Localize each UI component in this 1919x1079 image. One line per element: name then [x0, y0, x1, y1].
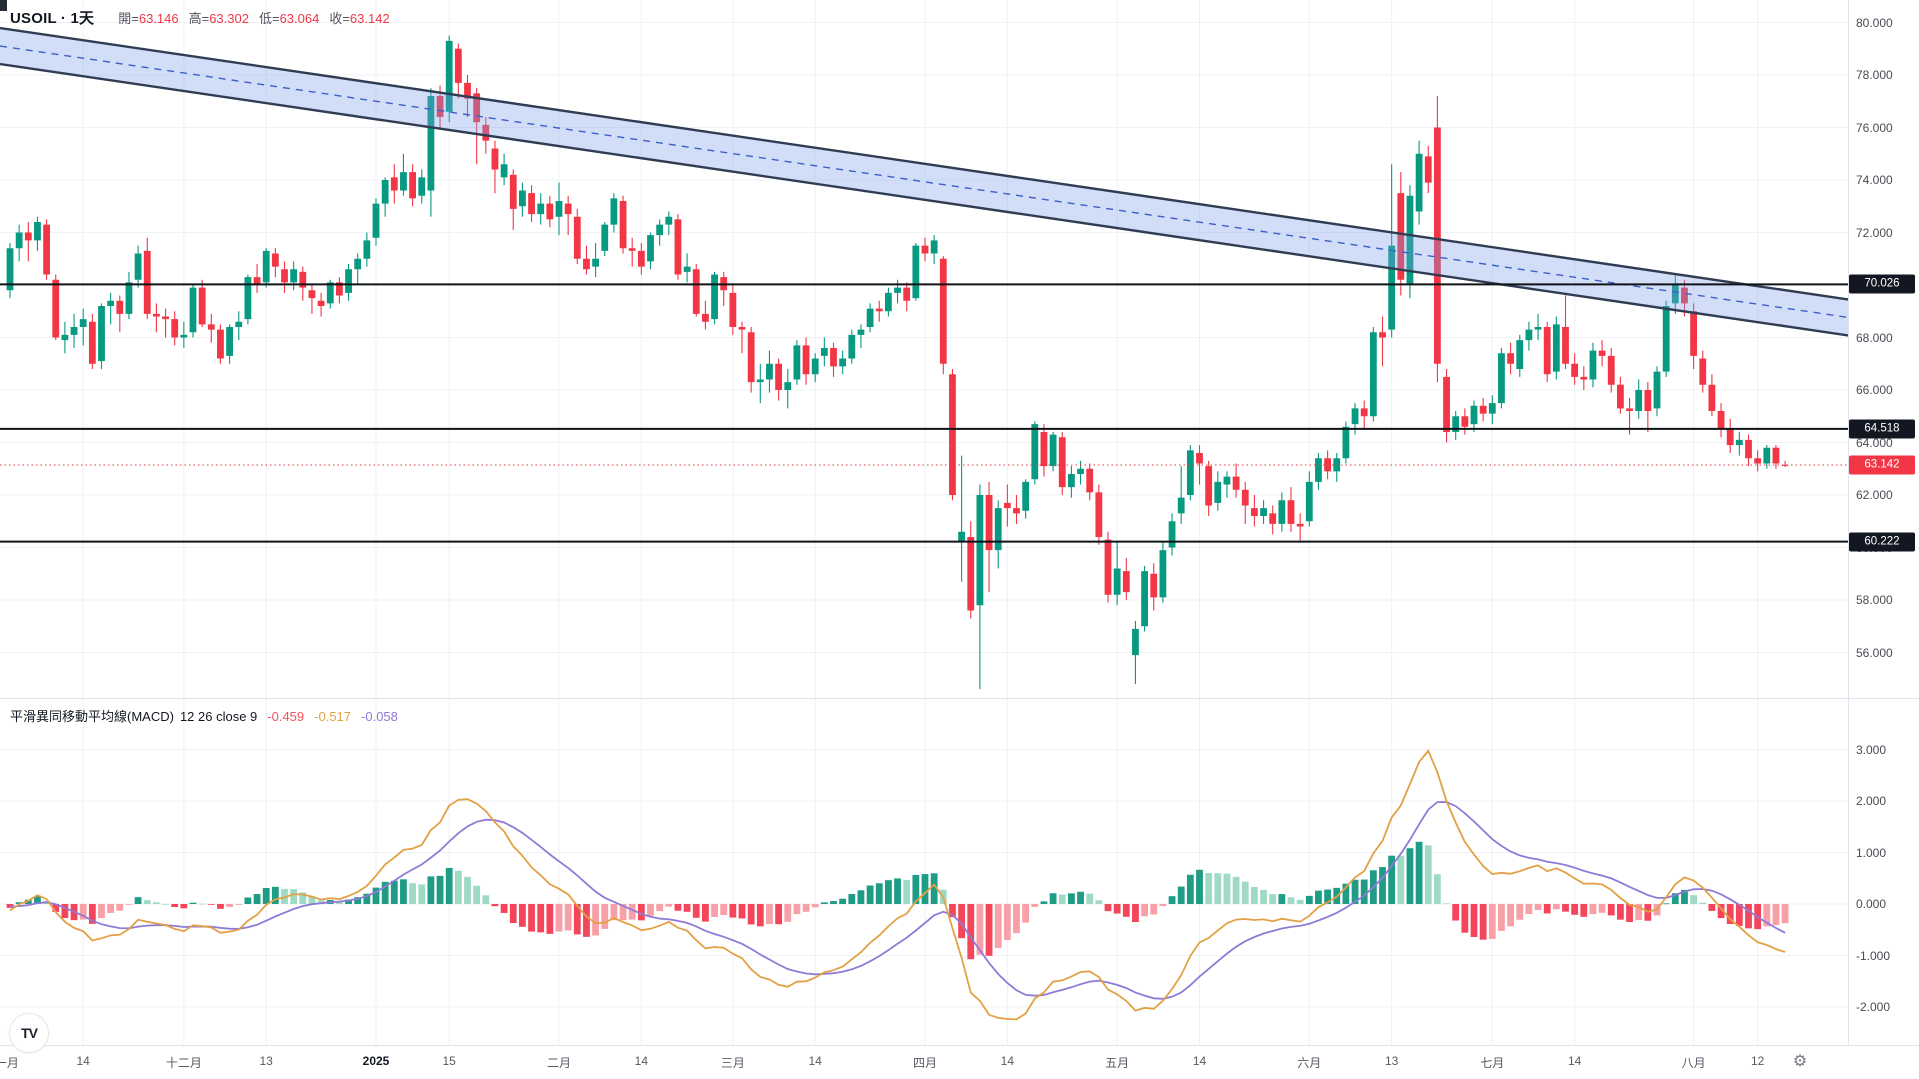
macd-legend: 平滑異同移動平均線(MACD) 12 26 close 9 -0.459 -0.517…: [10, 706, 398, 725]
time-tick-label: 二月: [546, 1056, 572, 1070]
price-level-label: 70.026: [1849, 274, 1915, 294]
time-tick-label: 13: [1384, 1054, 1399, 1068]
time-tick-label: 十一月: [0, 1056, 19, 1070]
price-tick-label: 76.000: [1856, 120, 1893, 135]
time-tick-label: 五月: [1105, 1056, 1130, 1070]
ohlc-close-value: 63.142: [349, 11, 390, 26]
time-tick-label: 八月: [1681, 1056, 1706, 1070]
time-tick-label: 14: [808, 1054, 822, 1068]
price-tick-label: 64.000: [1856, 435, 1893, 450]
ohlc-high-value: 63.302: [209, 11, 249, 26]
ohlc-open-label: 開=: [118, 11, 139, 26]
tradingview-logo[interactable]: TV: [9, 1013, 49, 1053]
macd-params: 12 26 close 9: [179, 709, 258, 724]
ohlc-values: 開=63.146 高=63.302 低=63.064 收=63.142: [108, 11, 389, 26]
time-tick-label: 14: [634, 1054, 649, 1068]
candlestick-series: [6, 35, 1789, 690]
price-level-label: 64.518: [1849, 419, 1915, 439]
tv-logo-icon: TV: [21, 1025, 38, 1041]
price-tick-label: 58.000: [1856, 593, 1893, 607]
time-tick-label: 2025: [362, 1054, 390, 1068]
time-tick-label: 七月: [1480, 1056, 1505, 1070]
time-tick-label: 13: [259, 1054, 273, 1068]
time-axis-border: [0, 1045, 1919, 1046]
time-tick-label: 14: [1567, 1054, 1582, 1068]
time-tick-label: 三月: [720, 1056, 745, 1070]
ohlc-low-value: 63.064: [279, 11, 320, 26]
price-tick-label: 62.000: [1856, 488, 1893, 502]
macd-line: [9, 749, 1786, 1021]
macd-line-value: -0.517: [314, 709, 352, 724]
ohlc-close-label: 收=: [329, 11, 350, 26]
price-tick-label: 68.000: [1856, 330, 1893, 345]
macd-lines: [9, 749, 1786, 1021]
macd-tick-label: 3.000: [1856, 742, 1887, 757]
ohlc-open-value: 63.146: [138, 11, 179, 26]
price-tick-label: 56.000: [1856, 645, 1893, 660]
pane-separator[interactable]: [0, 698, 1919, 699]
current-price-label: 63.142: [1849, 455, 1915, 475]
macd-hist-value: -0.459: [267, 709, 305, 724]
price-tick-label: 78.000: [1856, 68, 1893, 82]
price-tick-label: 72.000: [1856, 225, 1893, 240]
price-tick-label: 80.000: [1856, 15, 1893, 30]
macd-indicator-title[interactable]: 平滑異同移動平均線(MACD): [10, 709, 174, 724]
ohlc-high-label: 高=: [188, 11, 210, 26]
macd-tick-label: -1.000: [1856, 948, 1891, 963]
macd-tick-label: 2.000: [1856, 794, 1887, 808]
corner-mark: [0, 0, 7, 11]
time-tick-label: 14: [76, 1054, 90, 1068]
gear-icon[interactable]: ⚙: [1792, 1053, 1808, 1070]
time-tick-label: 14: [1192, 1054, 1207, 1068]
macd-tick-label: 0.000: [1856, 897, 1887, 911]
symbol-title[interactable]: USOIL · 1天: [10, 10, 95, 27]
price-axis-border: [1848, 0, 1849, 1045]
time-tick-label: 15: [442, 1054, 456, 1068]
price-tick-label: 66.000: [1856, 383, 1893, 397]
horizontal-level-lines[interactable]: [0, 283, 1848, 543]
price-tick-label: 74.000: [1856, 173, 1893, 187]
time-tick-label: 十二月: [165, 1056, 202, 1070]
macd-tick-label: -2.000: [1856, 1000, 1891, 1014]
trend-channel[interactable]: [0, 26, 1852, 337]
time-tick-label: 四月: [912, 1056, 938, 1070]
macd-tick-label: 1.000: [1856, 845, 1887, 860]
time-tick-label: 14: [1000, 1054, 1015, 1068]
time-tick-label: 12: [1750, 1054, 1765, 1068]
ohlc-low-label: 低=: [258, 11, 280, 26]
price-level-label: 60.222: [1849, 532, 1915, 552]
time-tick-label: 六月: [1297, 1056, 1322, 1070]
macd-signal-value: -0.058: [361, 709, 398, 724]
symbol-legend: USOIL · 1天 開=63.146 高=63.302 低=63.064 收=63.1…: [10, 7, 390, 28]
signal-line: [9, 801, 1786, 1000]
